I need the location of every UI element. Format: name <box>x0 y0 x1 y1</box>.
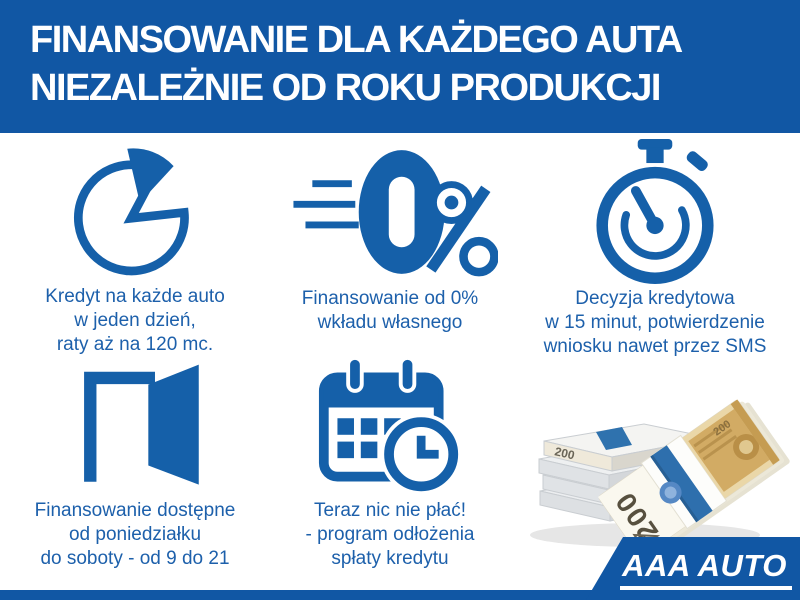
feature-deferral: Teraz nic nie płać! - program odłożenia … <box>270 355 510 590</box>
feature-credit-caption: Kredyt na każde auto w jeden dzień, raty… <box>45 285 225 357</box>
pie-chart-icon <box>67 141 203 281</box>
feature-grid: Kredyt na każde auto w jeden dzień, raty… <box>0 133 800 590</box>
caption-line: spłaty kredytu <box>331 548 449 569</box>
footer-stripe <box>0 590 800 600</box>
feature-decision: Decyzja kredytowa w 15 minut, potwierdze… <box>510 133 800 357</box>
headline-line2: NIEZALEŻNIE OD ROKU PRODUKCJI <box>30 67 661 109</box>
aaa-auto-logo: AAA AUTO <box>586 537 800 600</box>
feature-decision-caption: Decyzja kredytowa w 15 minut, potwierdze… <box>544 287 767 359</box>
caption-line: Finansowanie od 0% <box>301 288 479 309</box>
feature-credit: Kredyt na każde auto w jeden dzień, raty… <box>0 133 270 357</box>
caption-line: Teraz nic nie płać! <box>313 500 467 521</box>
caption-line: wkładu własnego <box>317 312 463 333</box>
caption-line: Kredyt na każde auto <box>45 286 225 307</box>
money-stacks-photo: 200 <box>510 357 800 590</box>
stopwatch-icon <box>583 139 727 284</box>
caption-line: Finansowanie dostępne <box>34 500 236 521</box>
header-banner: FINANSOWANIE DLA KAŻDEGO AUTA NIEZALEŻNI… <box>0 0 800 133</box>
headline-line1: FINANSOWANIE DLA KAŻDEGO AUTA <box>30 19 683 61</box>
caption-line: w jeden dzień, <box>74 310 196 331</box>
feature-zero-percent: Finansowanie od 0% wkładu własnego <box>270 133 510 357</box>
caption-line: wniosku nawet przez SMS <box>543 336 767 357</box>
logo-text: AAA AUTO <box>620 548 792 590</box>
caption-line: Decyzja kredytowa <box>575 288 735 309</box>
zero-percent-icon <box>283 141 498 283</box>
caption-line: - program odłożenia <box>305 524 475 545</box>
calendar-clock-icon <box>312 355 468 496</box>
feature-availability: Finansowanie dostępne od poniedziałku do… <box>0 357 270 590</box>
caption-line: w 15 minut, potwierdzenie <box>545 312 765 333</box>
caption-line: do soboty - od 9 do 21 <box>40 548 230 569</box>
open-door-icon <box>60 359 210 495</box>
feature-availability-caption: Finansowanie dostępne od poniedziałku do… <box>35 499 236 571</box>
caption-line: raty aż na 120 mc. <box>56 334 214 355</box>
feature-deferral-caption: Teraz nic nie płać! - program odłożenia … <box>306 499 475 571</box>
caption-line: od poniedziałku <box>68 524 202 545</box>
banknote-value-top: 200 <box>553 444 576 462</box>
feature-zero-percent-caption: Finansowanie od 0% wkładu własnego <box>302 287 478 335</box>
